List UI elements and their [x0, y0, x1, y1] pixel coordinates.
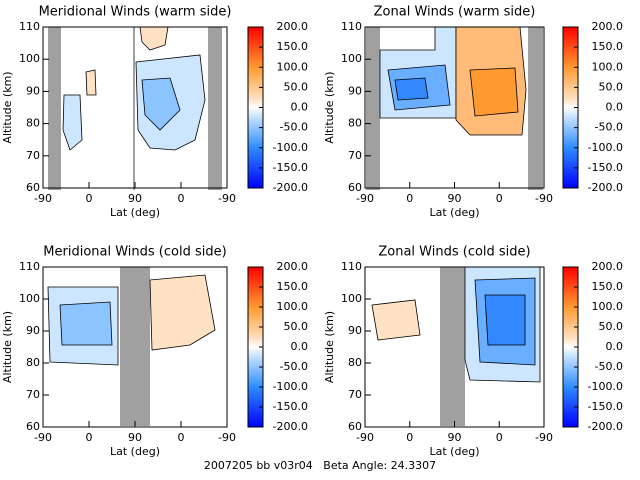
x-tick-label: 0 — [86, 192, 93, 205]
chart-title: Zonal Winds (warm side) — [374, 5, 536, 20]
colorbar-tick-label: 100.0 — [277, 300, 309, 313]
x-tick-label: 0 — [406, 192, 413, 205]
y-tick-label: 80 — [348, 117, 362, 130]
colorbar-tick-label: -50.0 — [280, 121, 308, 134]
y-tick-label: 110 — [19, 260, 40, 273]
x-tick-label: 0 — [496, 431, 503, 444]
x-tick-label: -90 — [218, 192, 236, 205]
colorbar-tick-label: 100.0 — [592, 60, 624, 73]
x-tick-label: -90 — [34, 431, 52, 444]
y-tick-label: 90 — [348, 84, 362, 97]
x-tick-label: 0 — [496, 192, 503, 205]
chart-title: Meridional Winds (cold side) — [43, 245, 226, 260]
y-tick-label: 60 — [26, 420, 40, 433]
colorbar-tick-label: -50.0 — [595, 360, 623, 373]
colorbar-tick-label: -150.0 — [588, 161, 623, 174]
colorbar-tick-label: 200.0 — [277, 20, 309, 33]
x-tick-label: -90 — [356, 431, 374, 444]
x-tick-label: 0 — [86, 431, 93, 444]
colorbar-tick-label: 100.0 — [277, 60, 309, 73]
chart-title: Zonal Winds (cold side) — [378, 245, 530, 260]
y-axis-label: Altitude (km) — [323, 311, 336, 383]
y-tick-label: 70 — [348, 388, 362, 401]
colorbar-tick-label: -100.0 — [273, 141, 308, 154]
colorbar-tick-label: 150.0 — [277, 280, 309, 293]
colorbar-tick-label: -100.0 — [588, 141, 623, 154]
y-tick-label: 70 — [26, 149, 40, 162]
y-tick-label: 90 — [26, 84, 40, 97]
colorbar-tick-label: -50.0 — [595, 121, 623, 134]
y-axis-label: Altitude (km) — [323, 71, 336, 143]
x-tick-label: -90 — [535, 192, 553, 205]
x-tick-label: -90 — [535, 431, 553, 444]
x-tick-label: -90 — [34, 192, 52, 205]
colorbar-tick-label: -150.0 — [588, 400, 623, 413]
y-tick-label: 90 — [348, 324, 362, 337]
colorbar-tick-label: -150.0 — [273, 161, 308, 174]
x-tick-label: 90 — [128, 192, 142, 205]
x-axis-label: Lat (deg) — [110, 445, 160, 458]
colorbar-tick-label: -50.0 — [280, 360, 308, 373]
colorbar-tick-label: 50.0 — [599, 320, 624, 333]
y-tick-label: 100 — [19, 52, 40, 65]
y-tick-label: 90 — [26, 324, 40, 337]
x-axis-label: Lat (deg) — [430, 445, 480, 458]
colorbar-tick-label: -150.0 — [273, 400, 308, 413]
colorbar-tick-label: 100.0 — [592, 300, 624, 313]
x-tick-label: 0 — [406, 431, 413, 444]
x-tick-label: -90 — [356, 192, 374, 205]
y-tick-label: 110 — [341, 260, 362, 273]
x-axis-label: Lat (deg) — [110, 206, 160, 219]
y-tick-label: 70 — [26, 388, 40, 401]
y-axis-label: Altitude (km) — [1, 71, 14, 143]
y-axis-label: Altitude (km) — [1, 311, 14, 383]
y-tick-label: 100 — [341, 52, 362, 65]
colorbar-tick-label: -100.0 — [273, 380, 308, 393]
colorbar-tick-label: -200.0 — [588, 181, 623, 194]
y-tick-label: 60 — [348, 181, 362, 194]
y-tick-label: 60 — [348, 420, 362, 433]
x-tick-label: 0 — [178, 431, 185, 444]
x-axis-label: Lat (deg) — [430, 206, 480, 219]
colorbar-tick-label: 150.0 — [592, 280, 624, 293]
y-tick-label: 100 — [19, 292, 40, 305]
y-tick-label: 110 — [19, 20, 40, 33]
colorbar-tick-label: -200.0 — [273, 420, 308, 433]
x-tick-label: 0 — [178, 192, 185, 205]
colorbar-tick-label: 0.0 — [291, 101, 309, 114]
colorbar-tick-label: 0.0 — [606, 340, 624, 353]
colorbar-tick-label: 50.0 — [599, 80, 624, 93]
y-tick-label: 100 — [341, 292, 362, 305]
colorbar-tick-label: 200.0 — [592, 260, 624, 273]
x-tick-label: 90 — [128, 431, 142, 444]
x-tick-label: 90 — [448, 192, 462, 205]
y-tick-label: 80 — [26, 117, 40, 130]
colorbar-tick-label: 50.0 — [284, 80, 309, 93]
colorbar-tick-label: -200.0 — [588, 420, 623, 433]
colorbar-tick-label: 0.0 — [291, 340, 309, 353]
chart-title: Meridional Winds (warm side) — [39, 5, 232, 20]
colorbar-tick-label: 200.0 — [592, 20, 624, 33]
y-tick-label: 80 — [348, 356, 362, 369]
y-tick-label: 60 — [26, 181, 40, 194]
colorbar-tick-label: -100.0 — [588, 380, 623, 393]
x-tick-label: -90 — [218, 431, 236, 444]
colorbar-tick-label: 200.0 — [277, 260, 309, 273]
y-tick-label: 110 — [341, 20, 362, 33]
colorbar-tick-label: 50.0 — [284, 320, 309, 333]
x-tick-label: 90 — [448, 431, 462, 444]
y-tick-label: 70 — [348, 149, 362, 162]
contour-fill — [47, 26, 543, 426]
colorbar-tick-label: 150.0 — [277, 40, 309, 53]
colorbar-tick-label: 0.0 — [606, 101, 624, 114]
footer: 2007205 bb v03r04 Beta Angle: 24.3307 — [204, 459, 436, 472]
colorbar-tick-label: -200.0 — [273, 181, 308, 194]
colorbar-tick-label: 150.0 — [592, 40, 624, 53]
y-tick-label: 80 — [26, 356, 40, 369]
